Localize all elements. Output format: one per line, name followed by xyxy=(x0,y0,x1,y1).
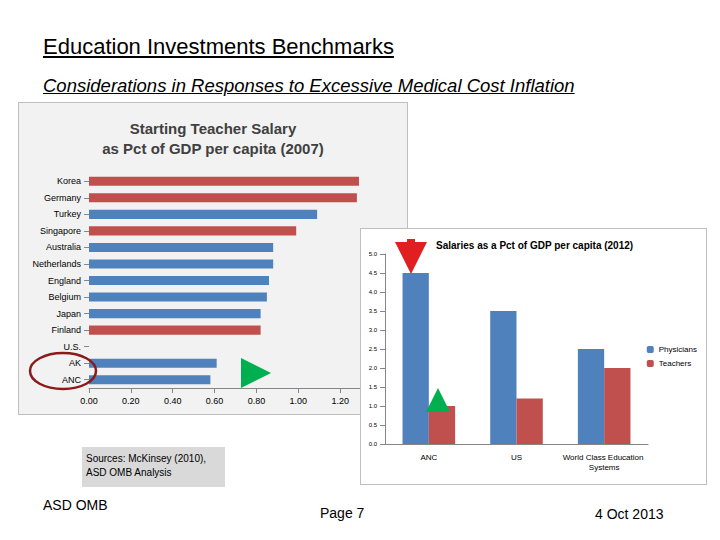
html-text:ASD OMB: ASD OMB xyxy=(43,497,108,513)
svg-text:4.0: 4.0 xyxy=(369,289,378,295)
svg-text:1.5: 1.5 xyxy=(369,384,378,390)
html-text:Sources: McKinsey (2010),: Sources: McKinsey (2010), xyxy=(86,453,207,464)
html-text:Education Investments Benchmar: Education Investments Benchmarks xyxy=(43,34,394,59)
svg-text:Germany: Germany xyxy=(44,193,82,203)
html-text:Considerations in Responses to: Considerations in Responses to Excessive… xyxy=(43,75,575,96)
svg-text:Teachers: Teachers xyxy=(659,359,691,368)
svg-text:0.5: 0.5 xyxy=(369,422,378,428)
svg-text:1.20: 1.20 xyxy=(331,396,349,406)
html-text:Page 7: Page 7 xyxy=(320,505,365,521)
svg-text:Netherlands: Netherlands xyxy=(32,259,81,269)
html-text:ASD OMB Analysis: ASD OMB Analysis xyxy=(86,467,172,478)
svg-text:0.60: 0.60 xyxy=(206,396,224,406)
svg-text:ANC: ANC xyxy=(420,453,437,462)
svg-text:Salaries as a Pct of GDP per c: Salaries as a Pct of GDP per capita (201… xyxy=(436,240,633,251)
svg-text:World Class Education: World Class Education xyxy=(563,453,646,462)
svg-text:2.5: 2.5 xyxy=(369,346,378,352)
svg-text:Japan: Japan xyxy=(56,309,81,319)
svg-text:Physicians: Physicians xyxy=(659,345,697,354)
html-text:4 Oct 2013: 4 Oct 2013 xyxy=(595,506,664,522)
svg-text:Australia: Australia xyxy=(46,242,81,252)
svg-text:1.00: 1.00 xyxy=(290,396,308,406)
svg-text:Belgium: Belgium xyxy=(48,292,81,302)
svg-text:Turkey: Turkey xyxy=(54,209,82,219)
svg-text:Korea: Korea xyxy=(57,176,81,186)
svg-text:1.0: 1.0 xyxy=(369,403,378,409)
svg-text:0.0: 0.0 xyxy=(369,441,378,447)
svg-text:U.S.: U.S. xyxy=(63,342,81,352)
svg-text:as Pct of GDP per capita (2007: as Pct of GDP per capita (2007) xyxy=(102,140,323,157)
svg-text:US: US xyxy=(511,453,522,462)
svg-text:England: England xyxy=(48,276,81,286)
svg-text:3.5: 3.5 xyxy=(369,308,378,314)
svg-text:2.0: 2.0 xyxy=(369,365,378,371)
svg-text:0.80: 0.80 xyxy=(248,396,266,406)
svg-text:ANC: ANC xyxy=(62,375,82,385)
svg-text:Singapore: Singapore xyxy=(40,226,81,236)
svg-text:0.00: 0.00 xyxy=(80,396,98,406)
svg-text:4.5: 4.5 xyxy=(369,270,378,276)
svg-text:0.40: 0.40 xyxy=(164,396,182,406)
svg-text:AK: AK xyxy=(69,358,81,368)
svg-text:5.0: 5.0 xyxy=(369,251,378,257)
svg-text:Starting Teacher Salary: Starting Teacher Salary xyxy=(130,120,297,137)
svg-text:Finland: Finland xyxy=(51,325,81,335)
svg-text:Systems: Systems xyxy=(589,463,620,472)
svg-text:3.0: 3.0 xyxy=(369,327,378,333)
svg-text:0.20: 0.20 xyxy=(122,396,140,406)
